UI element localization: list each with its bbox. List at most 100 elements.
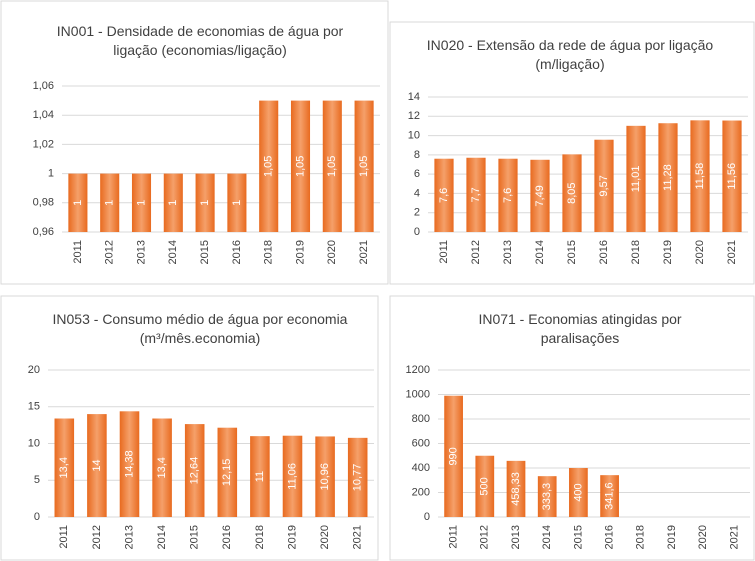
data-label: 10,96 (319, 463, 331, 491)
x-tick-label: 2012 (91, 525, 103, 549)
y-tick-label: 1,04 (33, 109, 54, 121)
x-tick-label: 2019 (286, 525, 298, 549)
x-tick-label: 2015 (572, 525, 584, 549)
chart-title: IN053 - Consumo médio de água por econom… (52, 311, 348, 346)
x-tick-label: 2013 (510, 525, 522, 549)
data-label: 1,05 (326, 156, 338, 177)
bar (163, 173, 183, 232)
y-tick-label: 400 (412, 462, 430, 474)
bar (562, 154, 582, 232)
bar (498, 158, 518, 232)
x-tick-label: 2018 (630, 240, 642, 264)
x-tick-label: 2011 (72, 240, 84, 264)
data-label: 333,3 (541, 483, 553, 511)
data-label: 1 (104, 200, 116, 206)
x-tick-label: 2021 (728, 525, 740, 549)
bar (217, 427, 238, 517)
bar (466, 157, 486, 232)
bar (600, 475, 619, 517)
data-label: 11,56 (726, 163, 738, 190)
x-tick-label: 2020 (697, 525, 709, 549)
x-tick-label: 2014 (167, 240, 179, 264)
bar (626, 125, 646, 232)
data-label: 1 (231, 200, 243, 206)
y-tick-label: 1,06 (33, 80, 54, 92)
x-tick-label: 2011 (58, 525, 70, 549)
bar (87, 414, 107, 517)
y-tick-label: 200 (412, 486, 430, 498)
x-tick-label: 2016 (598, 240, 610, 264)
data-label: 990 (448, 447, 460, 465)
x-tick-label: 2018 (263, 240, 275, 264)
data-label: 12,15 (221, 459, 233, 487)
bar (290, 100, 311, 232)
data-label: 7,6 (438, 188, 450, 203)
x-tick-label: 2016 (221, 525, 233, 549)
x-tick-label: 2021 (726, 240, 738, 264)
y-tick-label: 600 (412, 437, 430, 449)
data-label: 7,7 (470, 187, 482, 202)
y-tick-label: 15 (28, 401, 40, 413)
x-tick-label: 2021 (352, 525, 364, 549)
data-label: 1,05 (263, 156, 275, 177)
y-tick-label: 4 (414, 187, 420, 199)
bar (68, 173, 88, 232)
data-label: 1,05 (358, 156, 370, 177)
bar (444, 395, 463, 517)
data-label: 341,6 (604, 482, 616, 510)
data-label: 14 (91, 459, 103, 471)
y-tick-label: 0 (34, 511, 40, 523)
chart-title: IN071 - Economias atingidas por paralisa… (478, 311, 682, 346)
bar (100, 173, 120, 232)
x-tick-label: 2013 (135, 240, 147, 264)
x-tick-label: 2020 (326, 240, 338, 264)
data-label: 8,05 (566, 182, 578, 203)
data-label: 7,6 (502, 188, 514, 203)
x-tick-label: 2018 (254, 525, 266, 549)
data-label: 11,58 (694, 163, 706, 190)
data-label: 11 (254, 471, 266, 482)
bar (259, 100, 279, 232)
panel (0, 295, 379, 561)
x-tick-label: 2016 (231, 240, 243, 264)
y-tick-label: 1000 (406, 388, 430, 400)
data-label: 11,28 (662, 164, 674, 191)
x-tick-label: 2011 (438, 240, 450, 264)
x-tick-label: 2020 (694, 240, 706, 264)
y-tick-label: 0,96 (33, 226, 54, 238)
bar (722, 120, 742, 232)
data-label: 458,33 (510, 472, 522, 506)
bar (184, 424, 205, 517)
x-tick-label: 2013 (502, 240, 514, 264)
y-tick-label: 2 (414, 207, 420, 219)
x-tick-label: 2019 (666, 525, 678, 549)
data-label: 12,64 (189, 457, 201, 485)
x-tick-label: 2012 (470, 240, 482, 264)
x-tick-label: 2018 (635, 525, 647, 549)
x-tick-label: 2015 (189, 525, 201, 549)
x-tick-label: 2019 (294, 240, 306, 264)
x-tick-label: 2016 (604, 525, 616, 549)
panel (389, 295, 755, 561)
y-tick-label: 10 (28, 437, 40, 449)
bar (690, 120, 710, 232)
y-tick-label: 1 (48, 168, 54, 180)
x-tick-label: 2021 (358, 240, 370, 264)
data-label: 1 (135, 200, 147, 206)
bar (475, 455, 495, 517)
chart-title: IN020 - Extensão da rede de água por lig… (426, 37, 714, 72)
data-label: 1,05 (294, 156, 306, 177)
y-tick-label: 8 (414, 149, 420, 161)
x-tick-label: 2011 (448, 525, 460, 549)
y-tick-label: 12 (408, 110, 420, 122)
x-tick-label: 2015 (199, 240, 211, 264)
x-tick-label: 2013 (123, 525, 135, 549)
y-tick-label: 1,02 (33, 138, 54, 150)
bar (537, 476, 557, 517)
data-label: 7,49 (534, 185, 546, 206)
bar (354, 100, 374, 232)
bar (434, 158, 454, 232)
bar (119, 411, 140, 517)
data-label: 9,57 (598, 175, 610, 196)
bar (282, 435, 303, 517)
